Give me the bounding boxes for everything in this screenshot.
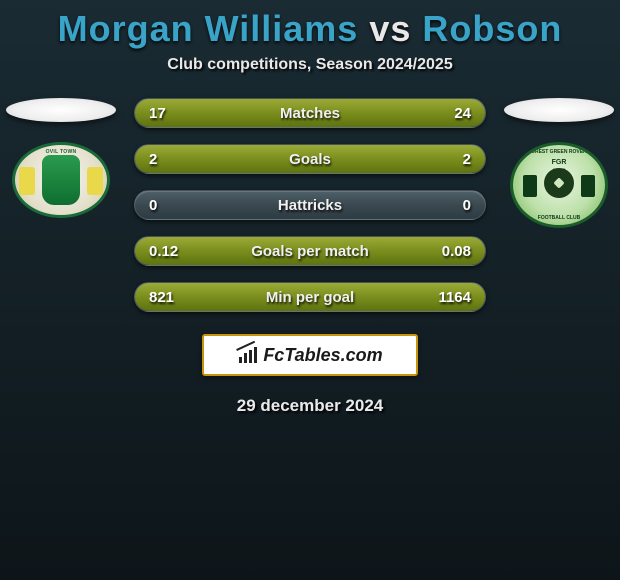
crest-shape bbox=[581, 175, 595, 197]
stat-left-value: 821 bbox=[149, 289, 174, 306]
stat-label: Goals bbox=[289, 151, 331, 168]
brand-box[interactable]: FcTables.com bbox=[202, 334, 418, 376]
left-ellipse bbox=[6, 98, 116, 122]
right-ellipse bbox=[504, 98, 614, 122]
stat-right-value: 24 bbox=[454, 105, 471, 122]
stat-right-value: 1164 bbox=[438, 289, 471, 306]
page-title: Morgan Williams vs Robson bbox=[0, 8, 620, 50]
date-label: 29 december 2024 bbox=[0, 396, 620, 416]
stat-left-value: 0.12 bbox=[149, 243, 178, 260]
stat-bar: 821 Min per goal 1164 bbox=[134, 282, 486, 312]
stat-fill-left bbox=[135, 145, 310, 173]
left-crest-column: OVIL TOWN bbox=[6, 98, 116, 218]
stat-bar: 17 Matches 24 bbox=[134, 98, 486, 128]
stat-label: Matches bbox=[280, 105, 340, 122]
subtitle: Club competitions, Season 2024/2025 bbox=[0, 56, 620, 74]
right-team-crest: FOREST GREEN ROVERS FGR 1889 FOOTBALL CL… bbox=[510, 142, 608, 228]
right-crest-arc-bottom: FOOTBALL CLUB bbox=[513, 215, 605, 221]
stat-left-value: 17 bbox=[149, 105, 166, 122]
right-crest-arc-top: FOREST GREEN ROVERS bbox=[513, 149, 605, 155]
crest-shape bbox=[87, 167, 103, 195]
left-team-crest: OVIL TOWN bbox=[12, 142, 110, 218]
crest-shape bbox=[544, 168, 574, 198]
player2-name: Robson bbox=[422, 8, 562, 49]
stat-right-value: 0.08 bbox=[442, 243, 471, 260]
brand-text: FcTables.com bbox=[263, 345, 382, 366]
right-crest-code: FGR bbox=[513, 159, 605, 166]
stat-fill-right bbox=[310, 145, 485, 173]
stat-label: Hattricks bbox=[278, 197, 342, 214]
right-crest-column: FOREST GREEN ROVERS FGR 1889 FOOTBALL CL… bbox=[504, 98, 614, 228]
stat-right-value: 2 bbox=[463, 151, 471, 168]
crest-shape bbox=[523, 175, 537, 197]
comparison-card: Morgan Williams vs Robson Club competiti… bbox=[0, 0, 620, 416]
stat-label: Goals per match bbox=[251, 243, 369, 260]
stats-column: 17 Matches 24 2 Goals 2 0 Hattricks 0 0.12 Goals p… bbox=[134, 98, 486, 312]
crest-shape bbox=[19, 167, 35, 195]
stat-bar: 0.12 Goals per match 0.08 bbox=[134, 236, 486, 266]
crest-shape bbox=[42, 155, 80, 205]
stat-bar: 0 Hattricks 0 bbox=[134, 190, 486, 220]
stat-right-value: 0 bbox=[463, 197, 471, 214]
chart-icon bbox=[237, 347, 257, 363]
main-row: OVIL TOWN 17Matches242Goals20Hattricks00… bbox=[0, 98, 620, 312]
player1-name: Morgan Williams bbox=[58, 8, 359, 49]
stat-left-value: 0 bbox=[149, 197, 157, 214]
vs-label: vs bbox=[369, 8, 411, 49]
stat-label: Min per goal bbox=[266, 289, 354, 306]
stat-bar: 2 Goals 2 bbox=[134, 144, 486, 174]
stat-left-value: 2 bbox=[149, 151, 157, 168]
